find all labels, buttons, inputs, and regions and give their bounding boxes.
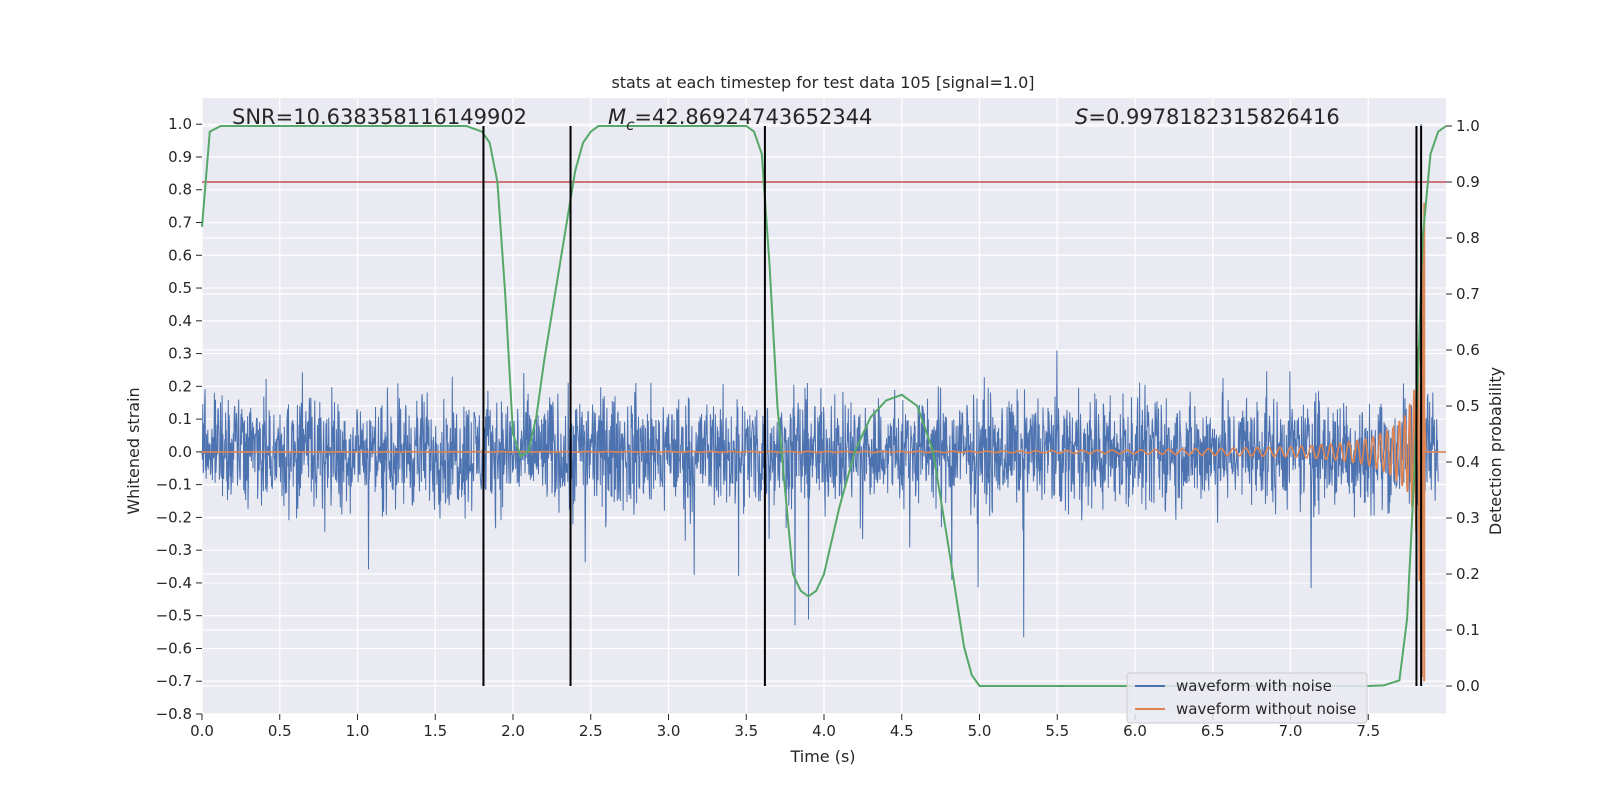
y-tick-label: 0.5 bbox=[168, 279, 192, 297]
x-tick-label: 6.5 bbox=[1201, 722, 1225, 740]
x-tick-label: 7.0 bbox=[1279, 722, 1303, 740]
y-tick-label: −0.2 bbox=[156, 508, 192, 526]
y2-tick-label: 0.1 bbox=[1456, 621, 1480, 639]
y-tick-label: −0.3 bbox=[156, 541, 192, 559]
x-tick-label: 0.0 bbox=[190, 722, 214, 740]
series-waveform-without-noise bbox=[202, 243, 1446, 678]
legend-box bbox=[1126, 672, 1368, 724]
y2-tick-label: 0.6 bbox=[1456, 341, 1480, 359]
y2-tick-label: 0.0 bbox=[1456, 677, 1480, 695]
y2-tick-label: 0.4 bbox=[1456, 453, 1480, 471]
y2-axis-label: Detection probability bbox=[1486, 367, 1505, 535]
x-tick-label: 5.0 bbox=[968, 722, 992, 740]
y-tick-label: 1.0 bbox=[168, 115, 192, 133]
y-tick-label: −0.5 bbox=[156, 607, 192, 625]
y2-tick-label: 0.7 bbox=[1456, 285, 1480, 303]
score-annotation: S=0.9978182315826416 bbox=[1075, 105, 1340, 129]
score-value: =0.9978182315826416 bbox=[1088, 105, 1339, 129]
x-tick-label: 7.5 bbox=[1356, 722, 1380, 740]
y-tick-label: 0.2 bbox=[168, 377, 192, 395]
x-axis-label: Time (s) bbox=[789, 747, 855, 766]
x-tick-label: 2.0 bbox=[501, 722, 525, 740]
x-tick-label: 4.5 bbox=[890, 722, 914, 740]
y-tick-label: 0.6 bbox=[168, 246, 192, 264]
x-tick-label: 4.0 bbox=[812, 722, 836, 740]
y2-tick-label: 1.0 bbox=[1456, 117, 1480, 135]
y-tick-label: −0.8 bbox=[156, 705, 192, 723]
snr-annotation: SNR=10.638358116149902 bbox=[232, 105, 527, 129]
y-tick-label: 0.9 bbox=[168, 148, 192, 166]
chirp-mass-annotation: Mc=42.86924743652344 bbox=[608, 105, 872, 134]
legend-label-noisy: waveform with noise bbox=[1176, 677, 1332, 695]
x-tick-label: 3.5 bbox=[734, 722, 758, 740]
x-tick-label: 5.5 bbox=[1045, 722, 1069, 740]
y-tick-label: 0.8 bbox=[168, 181, 192, 199]
y-tick-label: 0.3 bbox=[168, 345, 192, 363]
x-tick-label: 2.5 bbox=[579, 722, 603, 740]
chirp-mass-symbol: M bbox=[608, 105, 626, 129]
y-tick-label: 0.1 bbox=[168, 410, 192, 428]
y-axis-label: Whitened strain bbox=[124, 387, 143, 514]
y-tick-label: −0.6 bbox=[156, 639, 192, 657]
y-tick-label: 0.4 bbox=[168, 312, 192, 330]
x-tick-label: 1.5 bbox=[423, 722, 447, 740]
y-tick-label: −0.4 bbox=[156, 574, 192, 592]
chirp-mass-subscript: c bbox=[626, 116, 635, 134]
y-tick-label: 0.7 bbox=[168, 214, 192, 232]
chirp-mass-value: =42.86924743652344 bbox=[634, 105, 872, 129]
x-tick-label: 0.5 bbox=[268, 722, 292, 740]
x-tick-label: 6.0 bbox=[1123, 722, 1147, 740]
score-symbol: S bbox=[1075, 105, 1088, 129]
x-tick-label: 3.0 bbox=[657, 722, 681, 740]
legend: waveform with noise waveform without noi… bbox=[1126, 672, 1368, 724]
y-tick-label: −0.7 bbox=[156, 672, 192, 690]
y-tick-label: 0.0 bbox=[168, 443, 192, 461]
y2-tick-label: 0.9 bbox=[1456, 173, 1480, 191]
series-waveform-with-noise bbox=[201, 350, 1439, 638]
y2-tick-label: 0.2 bbox=[1456, 565, 1480, 583]
legend-label-clean: waveform without noise bbox=[1176, 700, 1356, 718]
x-tick-label: 1.0 bbox=[346, 722, 370, 740]
y2-tick-label: 0.3 bbox=[1456, 509, 1480, 527]
y2-tick-label: 0.8 bbox=[1456, 229, 1480, 247]
y2-tick-label: 0.5 bbox=[1456, 397, 1480, 415]
y-tick-label: −0.1 bbox=[156, 476, 192, 494]
chart-title: stats at each timestep for test data 105… bbox=[611, 73, 1034, 92]
